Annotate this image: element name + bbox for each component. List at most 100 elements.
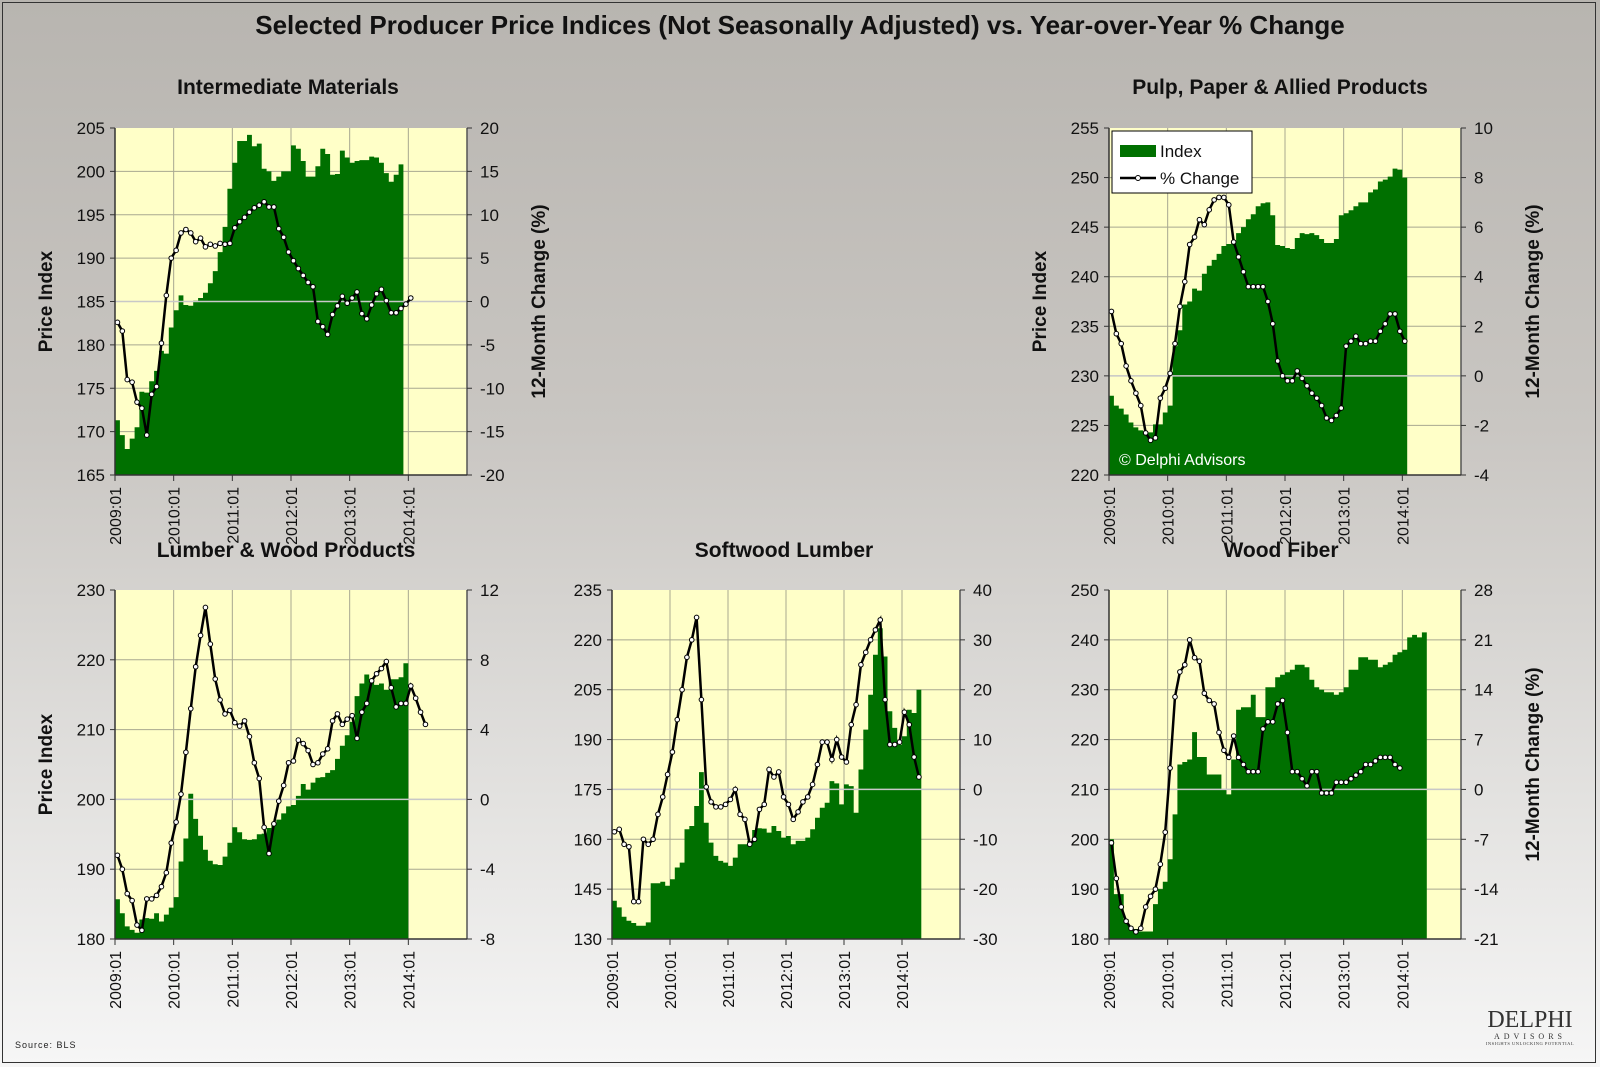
pct-change-point — [251, 205, 258, 211]
panel-pulp: 220 225 230 235 240 245 250 255 -4 -2 0 2 4 6 8 10 2009:… — [1030, 119, 1544, 545]
y-tick-label: 220 — [77, 651, 105, 670]
pct-change-point — [1142, 904, 1149, 910]
pct-change-point — [1235, 254, 1242, 260]
pct-change-point — [412, 695, 419, 701]
pct-change-point — [1118, 340, 1125, 347]
pct-change-point — [1128, 925, 1134, 932]
pct-change-point — [231, 224, 238, 231]
pct-change-point — [1323, 415, 1330, 421]
y-tick-label: 180 — [77, 930, 105, 949]
pct-change-point — [1186, 637, 1193, 643]
y2-tick-label: 10 — [1474, 119, 1493, 138]
x-tick-label: 2013:01 — [343, 951, 360, 1009]
y2-tick-label: 15 — [480, 162, 499, 181]
pct-change-point — [1357, 340, 1364, 347]
pct-change-point — [693, 614, 700, 621]
pct-change-point — [119, 866, 126, 873]
pct-change-point — [114, 852, 121, 859]
pct-change-point — [1216, 729, 1222, 736]
y2-tick-label: 2 — [1474, 317, 1483, 336]
pct-change-point — [1343, 343, 1349, 349]
panel-woodfiber: 180 190 200 210 220 230 240 250 -21 -14 -7 0 7 14 21 28… — [1071, 581, 1544, 1009]
pct-change-point — [756, 806, 763, 813]
pct-change-point — [717, 804, 724, 810]
y-tick-label: 230 — [1071, 367, 1099, 386]
y2-tick-label: -14 — [1474, 880, 1499, 899]
y-tick-label: 220 — [574, 631, 602, 650]
pct-change-point — [703, 784, 710, 790]
pct-change-point — [1279, 697, 1286, 704]
legend-label-pct: % Change — [1160, 169, 1239, 188]
pct-change-point — [354, 289, 360, 295]
panel-title-woodfiber: Wood Fiber — [1223, 539, 1339, 562]
y-axis-title: Price Index — [36, 250, 57, 352]
y-tick-label: 230 — [77, 581, 105, 600]
pct-change-point — [737, 811, 743, 818]
pct-change-point — [393, 704, 399, 710]
pct-change-point — [814, 761, 821, 768]
pct-change-point — [378, 286, 385, 293]
pct-change-point — [422, 721, 429, 728]
pct-change-point — [1152, 886, 1159, 892]
y-axis-title: Price Index — [36, 713, 57, 815]
pct-change-point — [197, 632, 204, 639]
pct-change-point — [163, 292, 170, 299]
legend-box — [1111, 130, 1253, 194]
pct-change-point — [275, 225, 282, 232]
pct-change-point — [222, 711, 228, 717]
y2-tick-label: -15 — [480, 423, 505, 442]
pct-change-point — [1240, 268, 1247, 275]
pct-change-point — [626, 843, 632, 850]
x-tick-label: 2014:01 — [401, 951, 418, 1009]
logo-sub: ADVISORS — [1493, 1032, 1566, 1041]
y2-tick-label: 0 — [480, 293, 489, 312]
pct-change-point — [207, 641, 214, 647]
pct-change-point — [363, 316, 370, 322]
pct-change-point — [1167, 370, 1173, 377]
pct-change-point — [295, 265, 302, 272]
y-tick-label: 190 — [574, 731, 602, 750]
pct-change-point — [1181, 278, 1188, 285]
pct-change-point — [771, 774, 777, 780]
pct-change-line — [613, 615, 921, 903]
pct-change-point — [256, 775, 263, 782]
pct-change-point — [280, 782, 287, 789]
pct-change-point — [1367, 761, 1374, 768]
pct-change-point — [809, 781, 816, 788]
pct-change-point — [1196, 216, 1203, 223]
panel-title-pulp: Pulp, Paper & Allied Products — [1132, 76, 1428, 99]
y-tick-label: 165 — [77, 466, 105, 485]
pct-change-point — [1137, 402, 1144, 409]
y-tick-label: 145 — [574, 880, 602, 899]
y-tick-label: 210 — [1071, 780, 1099, 799]
pct-change-point — [197, 235, 204, 241]
pct-change-point — [378, 665, 385, 672]
y2-tick-label: 10 — [480, 206, 499, 225]
legend: Index % Change — [1111, 130, 1253, 194]
pct-change-point — [790, 816, 797, 823]
x-tick-label: 2011:01 — [225, 487, 242, 544]
pct-change-point — [315, 759, 321, 766]
pct-change-line — [116, 607, 427, 934]
y2-tick-label: 7 — [1474, 731, 1483, 750]
y2-tick-label: 20 — [973, 681, 992, 700]
pct-change-point — [1172, 694, 1178, 700]
pct-change-point — [819, 739, 826, 745]
y-tick-label: 190 — [77, 860, 105, 879]
pct-change-point — [761, 801, 768, 808]
pct-change-point — [1235, 754, 1242, 761]
pct-change-point — [305, 279, 311, 286]
pct-change-point — [1323, 790, 1330, 796]
y2-tick-label: -20 — [973, 880, 998, 899]
pct-change-point — [1230, 239, 1237, 245]
pct-change-point — [183, 749, 189, 756]
pct-change-point — [1343, 779, 1349, 786]
pct-change-point — [153, 892, 160, 899]
pct-change-point — [727, 796, 734, 803]
x-tick-label: 2012:01 — [284, 487, 301, 545]
pct-change-point — [722, 801, 729, 808]
pct-change-point — [134, 922, 140, 928]
pct-change-point — [713, 804, 719, 810]
